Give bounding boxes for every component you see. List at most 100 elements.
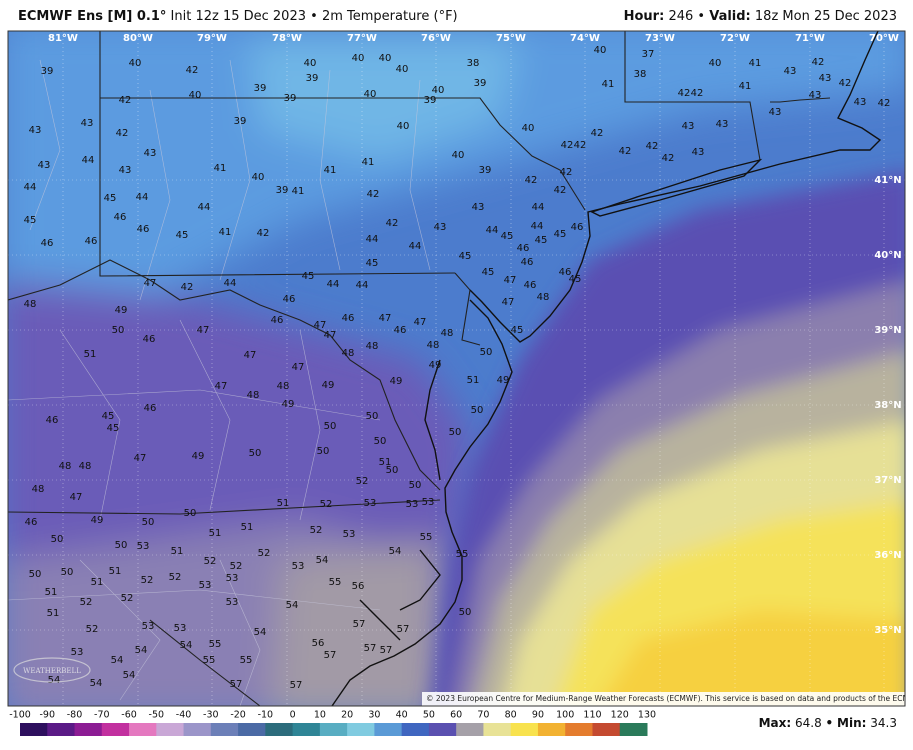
ocean-shading (431, 171, 905, 706)
temperature-label: 47 (215, 381, 228, 392)
temperature-label: 49 (115, 305, 128, 316)
temperature-label: 42 (574, 140, 587, 151)
temperature-label: 46 (283, 294, 296, 305)
colorbar-segment (483, 723, 512, 736)
temperature-label: 47 (134, 453, 147, 464)
header-right: Hour: 246 • Valid: 18z Mon 25 Dec 2023 (624, 9, 897, 24)
temperature-label: 43 (809, 90, 822, 101)
temperature-label: 53 (71, 647, 84, 658)
temperature-label: 50 (449, 427, 462, 438)
hour-label: Hour: (623, 9, 665, 24)
temperature-label: 50 (29, 569, 42, 580)
temperature-label: 44 (409, 241, 422, 252)
colorbar-tick-label: 110 (583, 710, 601, 721)
temperature-label: 48 (32, 484, 45, 495)
temperature-label: 45 (24, 215, 37, 226)
map-frame (7, 30, 906, 707)
temperature-label: 40 (396, 64, 409, 75)
temperature-label: 44 (327, 279, 340, 290)
copyright: © 2023 European Centre for Medium-Range … (426, 694, 913, 703)
temperature-label: 40 (432, 85, 445, 96)
longitude-labels: 81°W 80°W 79°W 78°W 77°W 76°W 75°W 74°W 73°W 72°W… (48, 33, 899, 44)
temperature-label: 47 (324, 330, 337, 341)
temperature-label: 47 (144, 278, 157, 289)
county-lines (8, 59, 431, 706)
temperature-label: 40 (252, 172, 265, 183)
temperature-label: 48 (79, 461, 92, 472)
temperature-label: 55 (456, 549, 469, 560)
temperature-label: 57 (290, 680, 303, 691)
colorbar-tick-label: 70 (477, 710, 489, 721)
temperature-label: 46 (342, 313, 355, 324)
temperature-label: 44 (531, 221, 544, 232)
temperature-label: 54 (123, 670, 136, 681)
temperature-label: 47 (70, 492, 83, 503)
max-label: Max: (758, 716, 792, 730)
state-line (100, 97, 586, 211)
header-left: ECMWF Ens [M] 0.1° Init 12z 15 Dec 2023 … (18, 9, 458, 24)
temperature-label: 40 (397, 121, 410, 132)
temperature-label: 40 (452, 150, 465, 161)
temperature-label: 55 (420, 532, 433, 543)
temperature-label: 57 (397, 624, 410, 635)
separator: • (697, 9, 706, 24)
temperature-label: 49 (192, 451, 205, 462)
temperature-label: 53 (142, 621, 155, 632)
temperature-label: 42 (678, 88, 691, 99)
temperature-label: 38 (467, 58, 480, 69)
temperature-label: 52 (141, 575, 154, 586)
field: 2m Temperature (°F) (321, 9, 458, 24)
temperature-label: 52 (258, 548, 271, 559)
temperature-label: 42 (116, 128, 129, 139)
temperature-label: 50 (480, 347, 493, 358)
temperature-label: 43 (784, 66, 797, 77)
temperature-label: 49 (282, 399, 295, 410)
temperature-label: 48 (24, 299, 37, 310)
temperature-label: 39 (306, 73, 319, 84)
chesapeake (424, 359, 441, 481)
logo-ring (13, 657, 91, 683)
temperature-label: 53 (137, 541, 150, 552)
temperature-label: 53 (406, 499, 419, 510)
temperature-label: 50 (324, 421, 337, 432)
temperature-label: 52 (80, 597, 93, 608)
colorbar: -100 -90 -80 -70 -60 -50 -40 -30 -20 -10 0 10 20 30 40… (9, 710, 656, 736)
temperature-label: 48 (441, 328, 454, 339)
colorbar-tick-label: 0 (290, 710, 296, 721)
copyright-bg (422, 692, 905, 706)
temperature-label: 41 (219, 227, 232, 238)
temperature-label: 57 (230, 679, 243, 690)
temperature-label: 51 (277, 498, 290, 509)
temperature-label: 46 (114, 212, 127, 223)
colorbar-segment (374, 723, 403, 736)
temperature-label: 55 (209, 639, 222, 650)
temperature-label: 52 (356, 476, 369, 487)
temperature-label: 40 (594, 45, 607, 56)
temperature-label: 45 (535, 235, 548, 246)
temperature-label: 48 (59, 461, 72, 472)
temperature-label: 44 (136, 192, 149, 203)
colorbar-tick-label: 40 (396, 710, 408, 721)
colorbar-segment (20, 723, 48, 736)
min: 34.3 (870, 716, 897, 730)
temperature-label: 42 (619, 146, 632, 157)
colorbar-segment (265, 723, 294, 736)
temperature-label: 43 (434, 222, 447, 233)
colorbar-segment (428, 723, 457, 736)
state-line (770, 97, 831, 103)
temperature-label: 52 (121, 593, 134, 604)
colorbar-tick-label: -20 (230, 710, 246, 721)
logo: WEATHERBELL (23, 667, 81, 675)
max: 64.8 (795, 716, 822, 730)
temperature-label: 45 (366, 258, 379, 269)
temperature-label: 48 (366, 341, 379, 352)
temperature-label: 43 (119, 165, 132, 176)
temperature-label: 39 (276, 185, 289, 196)
temperature-label: 39 (479, 165, 492, 176)
temperature-label: 46 (46, 415, 59, 426)
temperature-label: 50 (115, 540, 128, 551)
temperature-label: 40 (522, 123, 535, 134)
temperature-label: 52 (230, 561, 243, 572)
longitude-label: 73°W (645, 33, 675, 44)
